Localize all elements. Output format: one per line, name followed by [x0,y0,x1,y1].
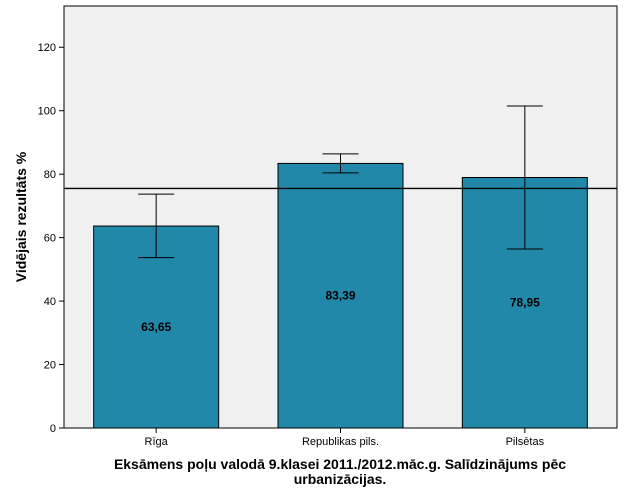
bar [277,162,404,429]
y-tick-label: 0 [50,423,56,435]
x-tick-label: Pilsētas [506,436,545,448]
error-bar [506,105,543,250]
x-tick-label: Republikas pils. [302,436,379,448]
y-tick-label: 100 [38,106,56,118]
y-tick-label: 120 [38,42,56,54]
x-tick-label: Rīga [145,436,169,448]
y-axis: 0 20 40 60 80 100 120 [38,42,64,435]
chart-title-line-2: urbanizācijas. [294,471,387,487]
data-labels: 63,65 83,39 78,95 [141,289,540,334]
y-tick-label: 20 [44,360,56,372]
data-label: 78,95 [510,296,540,310]
error-bar [322,153,359,174]
y-tick-label: 80 [44,169,56,181]
x-axis: Rīga Republikas pils. Pilsētas [145,428,545,448]
y-axis-label: Vidējais rezultāts % [13,151,29,282]
y-tick-label: 60 [44,233,56,245]
error-bars [138,105,543,259]
data-label: 83,39 [325,289,355,303]
data-label: 63,65 [141,320,171,334]
chart-title-line-1: Eksāmens poļu valodā 9.klasei 2011./2012… [114,456,566,472]
error-bar [138,193,175,259]
y-tick-label: 40 [44,296,56,308]
bar [93,225,220,429]
